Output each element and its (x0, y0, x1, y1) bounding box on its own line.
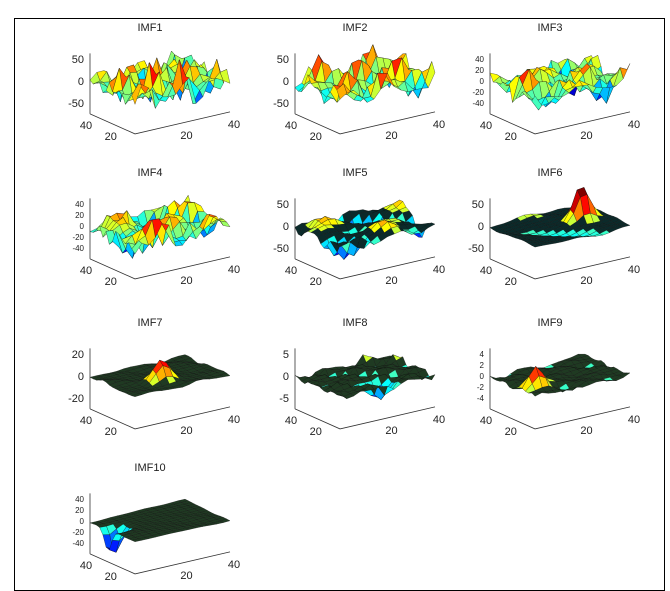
x-tick-label: 20 (180, 425, 192, 437)
y-tick-label: 40 (80, 560, 92, 572)
z-tick-label: 50 (472, 199, 484, 211)
z-tick-label: 0 (80, 517, 85, 526)
x-tick-label: 40 (433, 414, 445, 426)
x-tick-label: 20 (580, 425, 592, 437)
z-tick-label: 0 (283, 76, 289, 88)
y-tick-label: 20 (505, 276, 517, 288)
z-tick-label: 50 (72, 54, 84, 66)
panel-title: IMF7 (137, 317, 162, 329)
z-tick-label: -20 (72, 528, 84, 537)
x-tick-label: 20 (180, 570, 192, 582)
x-tick-label: 20 (180, 275, 192, 287)
x-tick-label: 40 (228, 119, 240, 131)
x-tick-label: 40 (433, 264, 445, 276)
z-tick-label: 0 (480, 372, 485, 381)
x-tick-label: 40 (228, 414, 240, 426)
y-tick-label: 40 (480, 265, 492, 277)
z-tick-label: -5 (279, 393, 289, 405)
x-tick-label: 40 (228, 559, 240, 571)
z-tick-label: -50 (68, 98, 84, 110)
z-tick-label: 0 (78, 371, 84, 383)
z-tick-label: -20 (68, 393, 84, 405)
z-tick-label: 5 (283, 349, 289, 361)
z-tick-label: 20 (475, 66, 484, 75)
z-tick-label: 50 (277, 199, 289, 211)
z-tick-label: 2 (480, 361, 485, 370)
panel-title: IMF5 (342, 167, 367, 179)
z-tick-label: 0 (480, 77, 485, 86)
z-tick-label: -50 (273, 98, 289, 110)
x-tick-label: 40 (628, 414, 640, 426)
y-tick-label: 40 (80, 415, 92, 427)
z-tick-label: 4 (480, 350, 485, 359)
z-tick-label: 20 (75, 211, 84, 220)
z-tick-label: -20 (472, 88, 484, 97)
x-tick-label: 20 (385, 275, 397, 287)
z-tick-label: 40 (475, 55, 484, 64)
x-tick-label: 20 (385, 130, 397, 142)
z-tick-label: -40 (72, 244, 84, 253)
y-tick-label: 20 (505, 426, 517, 438)
x-tick-label: 20 (180, 130, 192, 142)
y-tick-label: 20 (105, 571, 117, 583)
z-tick-label: 0 (78, 76, 84, 88)
y-tick-label: 20 (310, 276, 322, 288)
z-tick-label: 0 (478, 221, 484, 233)
y-tick-label: 40 (80, 265, 92, 277)
z-tick-label: -40 (472, 99, 484, 108)
x-tick-label: 40 (628, 264, 640, 276)
panel-title: IMF4 (137, 167, 162, 179)
y-tick-label: 40 (80, 120, 92, 132)
z-tick-label: 20 (75, 506, 84, 515)
panel-title: IMF10 (134, 462, 165, 474)
z-tick-label: -20 (72, 233, 84, 242)
y-tick-label: 40 (480, 415, 492, 427)
y-tick-label: 40 (285, 120, 297, 132)
panel-title: IMF8 (342, 317, 367, 329)
panel-title: IMF9 (537, 317, 562, 329)
z-tick-label: 40 (75, 200, 84, 209)
z-tick-label: 0 (80, 222, 85, 231)
panel-title: IMF2 (342, 22, 367, 34)
x-tick-label: 40 (433, 119, 445, 131)
x-tick-label: 40 (228, 264, 240, 276)
z-tick-label: 0 (283, 221, 289, 233)
panel-title: IMF3 (537, 22, 562, 34)
y-tick-label: 20 (505, 131, 517, 143)
x-tick-label: 20 (385, 425, 397, 437)
z-tick-label: 50 (277, 54, 289, 66)
y-tick-label: 20 (105, 426, 117, 438)
panel-title: IMF6 (537, 167, 562, 179)
x-tick-label: 40 (628, 119, 640, 131)
y-tick-label: 40 (480, 120, 492, 132)
panel-title: IMF1 (137, 22, 162, 34)
frame (15, 19, 665, 591)
z-tick-label: 40 (75, 495, 84, 504)
y-tick-label: 20 (310, 426, 322, 438)
z-tick-label: -4 (477, 394, 485, 403)
figure: IMF1500-5040202040IMF2500-5040202040IMF3… (0, 0, 670, 591)
x-tick-label: 20 (580, 130, 592, 142)
z-tick-label: -2 (477, 383, 485, 392)
y-tick-label: 20 (105, 276, 117, 288)
z-tick-label: -50 (468, 243, 484, 255)
z-tick-label: 20 (72, 349, 84, 361)
z-tick-label: -40 (72, 539, 84, 548)
y-tick-label: 40 (285, 415, 297, 427)
x-tick-label: 20 (580, 275, 592, 287)
y-tick-label: 20 (310, 131, 322, 143)
y-tick-label: 20 (105, 131, 117, 143)
y-tick-label: 40 (285, 265, 297, 277)
z-tick-label: -50 (273, 243, 289, 255)
z-tick-label: 0 (283, 371, 289, 383)
